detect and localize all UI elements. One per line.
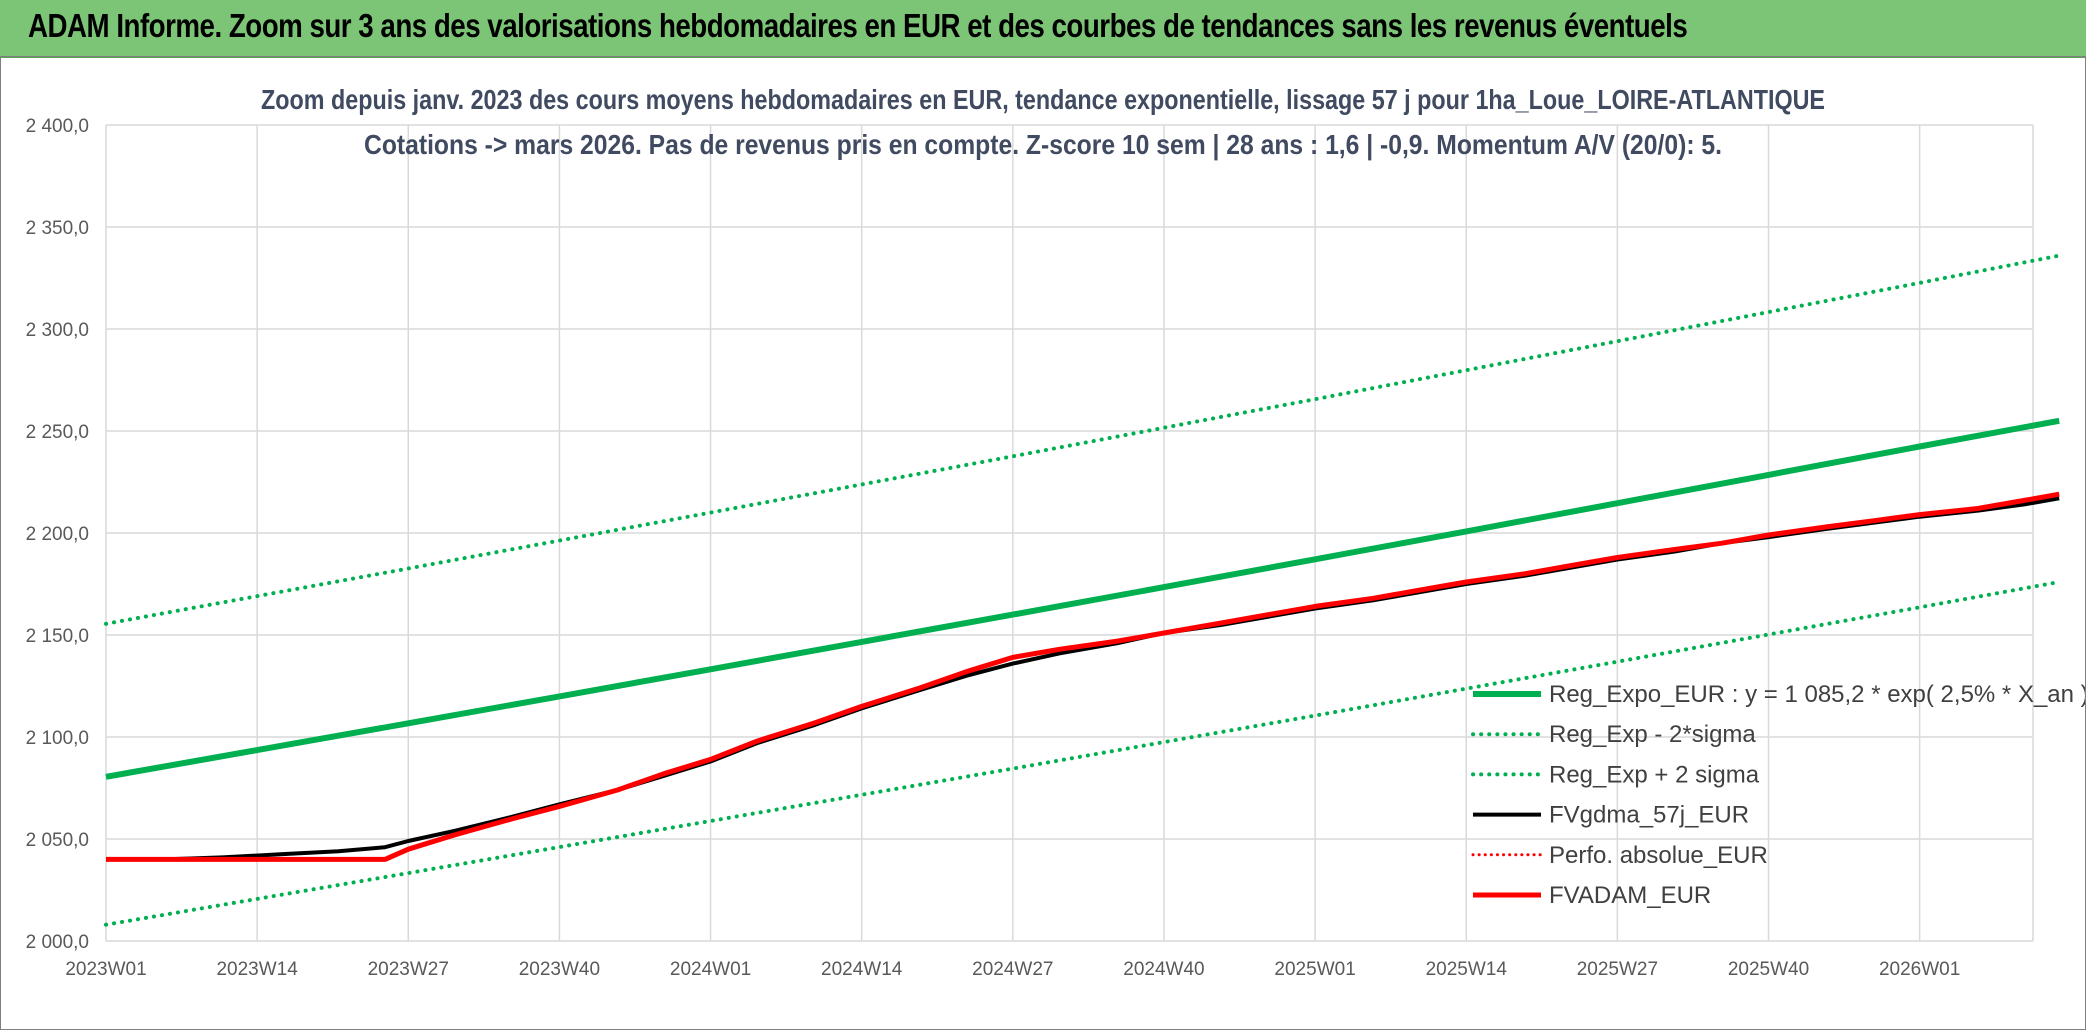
y-tick-label: 2 300,0 — [26, 320, 89, 341]
series-line — [104, 580, 2062, 927]
series-line — [104, 253, 2062, 626]
y-tick-label: 2 250,0 — [26, 422, 89, 443]
legend-label: Perfo. absolue_EUR — [1549, 842, 1768, 869]
legend-label: Reg_Exp - 2*sigma — [1549, 721, 1756, 748]
series-line — [106, 491, 2060, 862]
series-line — [106, 496, 2060, 862]
legend-label: FVgdma_57j_EUR — [1549, 802, 1749, 829]
x-tick-label: 2024W01 — [670, 959, 751, 980]
chart-svg: 2 000,0 2 050,0 2 100,0 2 150,0 2 200,0 2 250… — [26, 84, 2085, 980]
x-tick-label: 2024W40 — [1123, 959, 1204, 980]
y-tick-label: 2 050,0 — [26, 830, 89, 851]
legend-label: Reg_Exp + 2 sigma — [1549, 761, 1760, 788]
y-tick-label: 2 200,0 — [26, 524, 89, 545]
series-line — [105, 417, 2060, 780]
y-tick-label: 2 100,0 — [26, 728, 89, 749]
legend-label: FVADAM_EUR — [1549, 882, 1711, 909]
x-tick-label: 2025W27 — [1577, 959, 1658, 980]
chart-frame: 2 000,0 2 050,0 2 100,0 2 150,0 2 200,0 2 250… — [0, 56, 2086, 1030]
series-layer — [104, 253, 2062, 927]
grid-layer — [105, 124, 2034, 942]
x-tick-label: 2023W27 — [368, 959, 449, 980]
axis-layer: 2 000,0 2 050,0 2 100,0 2 150,0 2 200,0 2 250… — [26, 116, 1961, 980]
x-tick-label: 2025W14 — [1426, 959, 1508, 980]
y-tick-label: 2 400,0 — [26, 116, 89, 137]
y-tick-label: 2 150,0 — [26, 626, 89, 647]
x-tick-label: 2023W40 — [519, 959, 600, 980]
x-tick-label: 2025W40 — [1728, 959, 1809, 980]
y-tick-label: 2 350,0 — [26, 218, 89, 239]
x-tick-label: 2023W14 — [216, 959, 298, 980]
x-tick-label: 2024W27 — [972, 959, 1053, 980]
x-tick-label: 2024W14 — [821, 959, 903, 980]
x-tick-label: 2023W01 — [65, 959, 146, 980]
x-tick-label: 2026W01 — [1879, 959, 1960, 980]
legend-label: Reg_Expo_EUR : y = 1 085,2 * exp( 2,5% *… — [1549, 681, 2085, 708]
y-tick-label: 2 000,0 — [26, 932, 89, 953]
header-title: ADAM Informe. Zoom sur 3 ans des valoris… — [28, 7, 1688, 44]
header-banner: ADAM Informe. Zoom sur 3 ans des valoris… — [0, 0, 2086, 58]
x-tick-label: 2025W01 — [1274, 959, 1355, 980]
chart-title-line-1: Zoom depuis janv. 2023 des cours moyens … — [261, 84, 1825, 115]
legend: Reg_Expo_EUR : y = 1 085,2 * exp( 2,5% *… — [1471, 681, 2085, 909]
chart-title-line-2: Cotations -> mars 2026. Pas de revenus p… — [364, 129, 1722, 160]
